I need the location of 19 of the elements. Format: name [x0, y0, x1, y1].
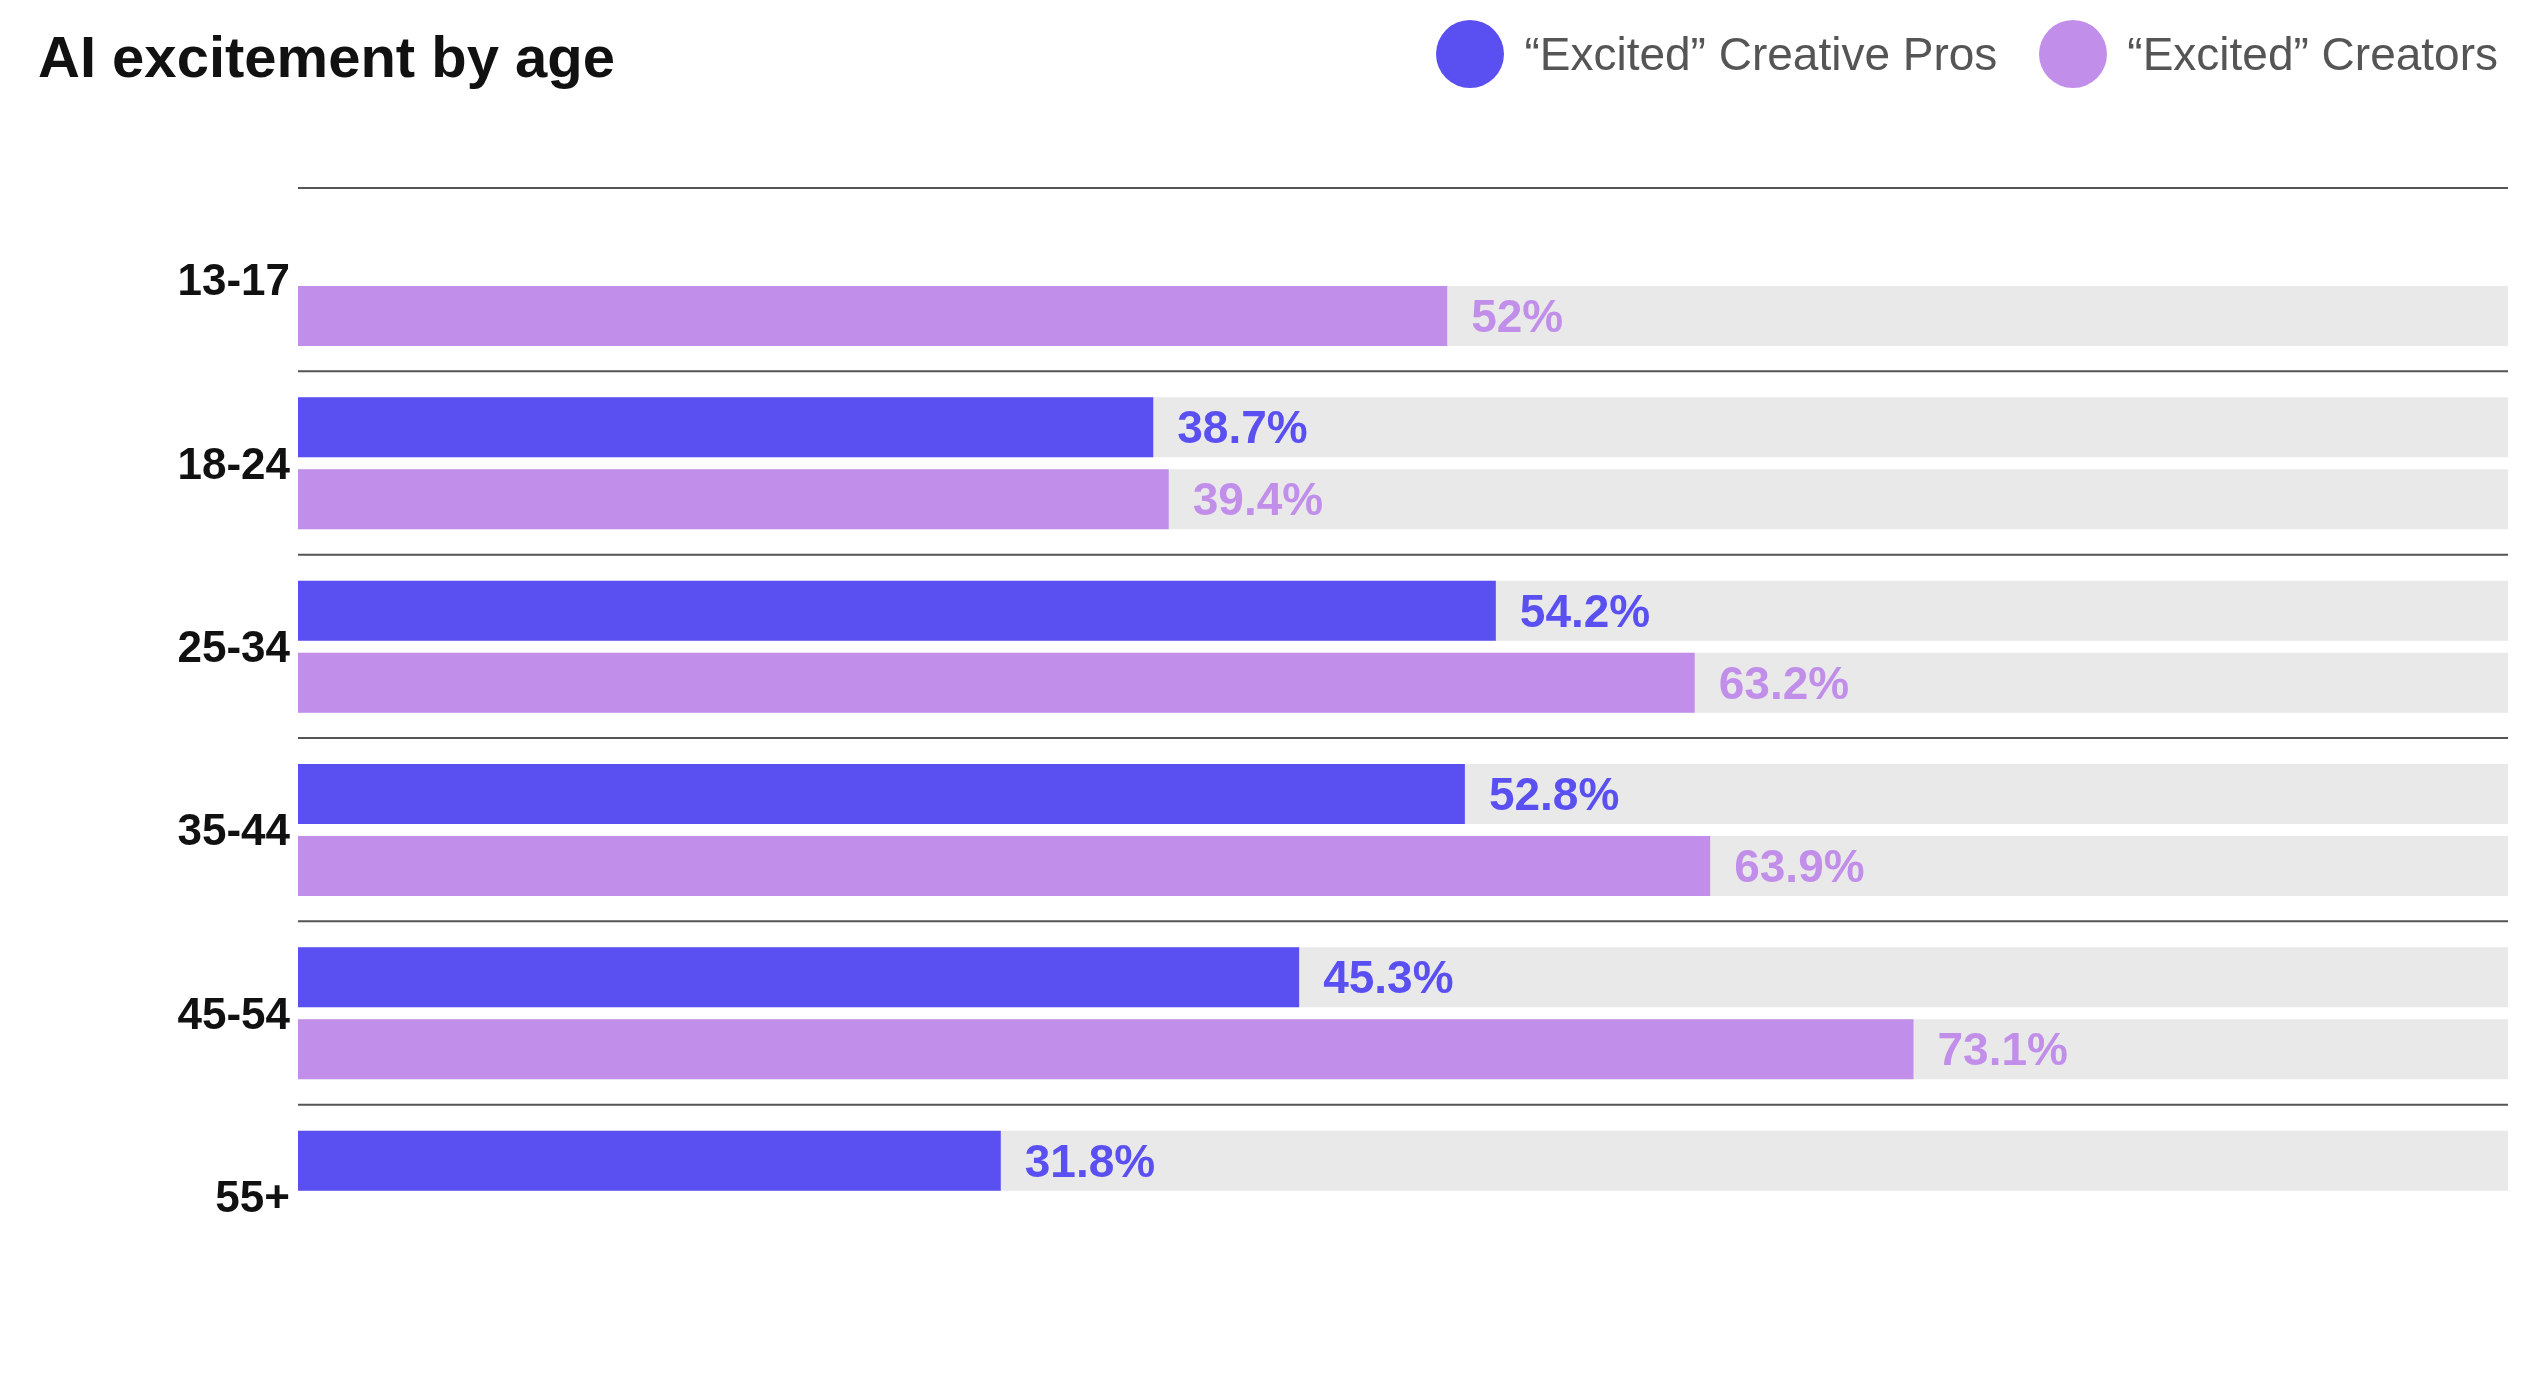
y-tick-label: 35-44	[177, 805, 291, 855]
data-label: 31.8%	[1024, 1134, 1156, 1187]
data-label: 52.8%	[1488, 768, 1620, 820]
legend-label: “Excited” Creative Pros	[1524, 27, 1998, 81]
data-label: 39.4%	[1192, 473, 1324, 526]
data-label: 45.3%	[1323, 951, 1454, 1004]
data-label: 63.2%	[1718, 656, 1850, 709]
data-label: 52%	[1471, 290, 1564, 342]
y-tick-label: 45-54	[177, 988, 291, 1038]
y-tick-label: 18-24	[177, 438, 291, 488]
y-tick-label: 25-34	[177, 621, 291, 671]
data-label: 63.9%	[1734, 840, 1865, 892]
data-label: 38.7%	[1177, 401, 1308, 454]
data-label: 54.2%	[1519, 584, 1651, 637]
legend-label: “Excited” Creators	[2127, 27, 2498, 81]
data-label: 73.1%	[1937, 1023, 2068, 1076]
chart-title: AI excitement by age	[38, 23, 615, 90]
y-tick-label: 55+	[215, 1171, 290, 1221]
y-tick-label: 13-17	[177, 255, 290, 305]
